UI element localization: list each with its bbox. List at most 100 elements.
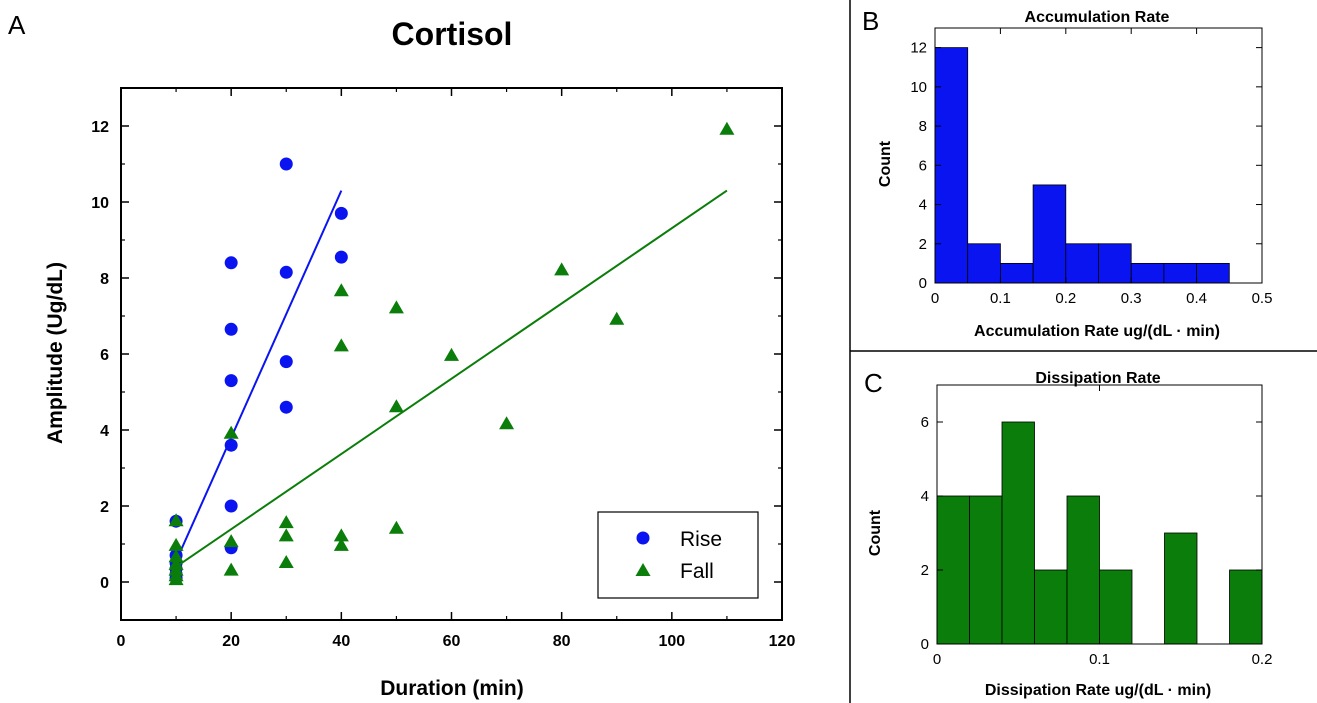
chart-b-title: Accumulation Rate — [1025, 9, 1170, 26]
legend-rise-label: Rise — [680, 528, 722, 551]
y-tick-label: 10 — [91, 195, 109, 212]
chart-c-y-tick-label: 6 — [921, 414, 929, 431]
chart-b-y-tick-label: 2 — [919, 236, 927, 253]
panel-label-b: B — [862, 6, 879, 36]
fall-point — [719, 121, 735, 135]
y-tick-label: 2 — [100, 499, 109, 516]
panel-label-c: C — [864, 368, 883, 398]
fall-point — [223, 534, 239, 548]
rise-point — [279, 265, 293, 279]
chart-c-x-tick-label: 0.2 — [1252, 651, 1273, 668]
chart-c-bar — [1066, 495, 1100, 645]
rise-point — [279, 400, 293, 414]
chart-c-ylabel: Count — [867, 509, 884, 556]
chart-a-legend: Rise Fall — [597, 511, 759, 599]
chart-b-frame — [934, 27, 1263, 284]
chart-c-bar — [1099, 569, 1133, 645]
chart-b-plot-area: 0 0.1 0.2 0.3 0.4 0.5 0 2 4 6 8 10 12 — [910, 27, 1273, 307]
chart-c-y-tick-label: 4 — [921, 488, 929, 505]
legend-rise-marker — [636, 531, 650, 545]
rise-point — [279, 355, 293, 369]
x-tick-label: 100 — [658, 633, 685, 650]
y-tick-label: 8 — [100, 271, 109, 288]
y-tick-label: 0 — [100, 575, 109, 592]
chart-c-bar — [969, 495, 1003, 645]
x-tick-label: 0 — [117, 633, 126, 650]
chart-b-bar — [1163, 262, 1198, 284]
chart-b-y-tick-label: 10 — [910, 79, 927, 96]
y-tick-label: 4 — [100, 423, 109, 440]
x-tick-label: 120 — [769, 633, 796, 650]
dissipation-rate-histogram: Dissipation Rate 0 0.1 0.2 0 2 4 6 Dissipation… — [867, 370, 1272, 699]
chart-b-x-tick-label: 0.3 — [1121, 290, 1142, 307]
fall-point — [168, 572, 184, 586]
fall-point — [609, 311, 625, 325]
fall-point — [499, 416, 515, 430]
chart-b-y-tick-label: 6 — [919, 157, 927, 174]
chart-c-bar — [1164, 532, 1198, 645]
chart-b-bar — [1196, 262, 1230, 284]
fall-point — [168, 549, 184, 563]
x-tick-label: 60 — [443, 633, 461, 650]
x-tick-label: 40 — [332, 633, 350, 650]
chart-b-x-tick-label: 0.1 — [990, 290, 1011, 307]
rise-point — [224, 438, 238, 452]
chart-b-x-tick-label: 0.2 — [1055, 290, 1076, 307]
chart-c-title: Dissipation Rate — [1035, 370, 1160, 387]
chart-c-bar — [1229, 569, 1263, 645]
chart-b-x-tick-label: 0.4 — [1186, 290, 1207, 307]
chart-c-xlabel: Dissipation Rate ug/(dL · min) — [985, 682, 1211, 699]
chart-b-y-tick-label: 4 — [919, 197, 927, 214]
chart-b-bar — [1032, 184, 1067, 284]
chart-a-plot-area: 0 20 40 60 80 100 120 0 2 4 6 8 10 12 — [91, 87, 796, 650]
fall-point — [168, 513, 184, 527]
fall-point — [278, 555, 294, 568]
rise-point — [224, 256, 238, 270]
cortisol-scatter-chart: Cortisol 0 20 40 60 80 100 120 0 2 4 6 8 10 12 Durati… — [44, 16, 795, 700]
fall-point — [554, 262, 570, 276]
chart-c-x-tick-label: 0 — [933, 651, 941, 668]
legend-fall-label: Fall — [680, 560, 714, 583]
chart-b-y-tick-label: 8 — [919, 118, 927, 135]
chart-c-bar — [1034, 569, 1068, 645]
chart-b-xlabel: Accumulation Rate ug/(dL · min) — [974, 323, 1220, 340]
fall-point — [388, 300, 404, 314]
chart-b-bar — [1098, 243, 1132, 284]
chart-c-y-tick-label: 0 — [921, 636, 929, 653]
rise-point — [279, 157, 293, 171]
rise-fit-line — [175, 190, 343, 562]
fall-point — [278, 528, 294, 542]
chart-c-plot-area: 0 0.1 0.2 0 2 4 6 — [921, 384, 1273, 668]
rise-point — [224, 499, 238, 513]
fall-point — [333, 283, 349, 297]
legend-box — [597, 511, 759, 599]
chart-a-ylabel: Amplitude (Ug/dL) — [44, 262, 67, 444]
fall-point — [223, 425, 239, 439]
chart-b-x-tick-label: 0.5 — [1252, 290, 1273, 307]
y-tick-label: 6 — [100, 347, 109, 364]
chart-b-bar — [1000, 262, 1034, 284]
fall-point — [278, 515, 294, 529]
fall-point — [444, 347, 459, 361]
chart-b-x-tick-label: 0 — [931, 290, 939, 307]
x-tick-label: 20 — [222, 633, 240, 650]
legend-fall-marker — [635, 563, 651, 576]
fall-point — [388, 399, 404, 413]
fall-point — [333, 537, 349, 551]
fall-point — [333, 338, 349, 352]
fall-fit-line — [175, 189, 728, 568]
fall-point — [168, 537, 184, 551]
y-tick-label: 12 — [91, 119, 109, 136]
chart-b-y-tick-label: 12 — [910, 40, 927, 57]
rise-point — [334, 250, 348, 264]
chart-b-bar — [967, 243, 1001, 284]
chart-c-x-tick-label: 0.1 — [1089, 651, 1110, 668]
chart-b-y-tick-label: 0 — [919, 275, 927, 292]
chart-b-ylabel: Count — [877, 140, 894, 187]
chart-a-title: Cortisol — [392, 16, 513, 52]
fall-point — [223, 562, 239, 576]
fall-point — [333, 528, 349, 542]
chart-b-bar — [1065, 243, 1099, 284]
rise-point — [334, 206, 348, 220]
